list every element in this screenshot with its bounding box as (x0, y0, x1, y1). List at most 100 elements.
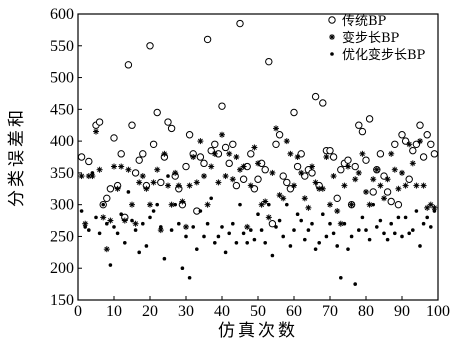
data-point (143, 185, 150, 192)
x-tick-label: 80 (358, 303, 374, 320)
data-point (290, 108, 298, 117)
data-point (342, 221, 347, 226)
data-point (123, 241, 127, 245)
data-point (283, 178, 291, 187)
data-point (85, 157, 93, 166)
data-point (226, 150, 233, 157)
data-point (285, 202, 289, 207)
data-point (154, 166, 161, 173)
data-point (355, 169, 362, 176)
data-point (105, 221, 109, 226)
data-point (233, 154, 240, 160)
data-point (319, 185, 326, 192)
data-point (96, 166, 103, 173)
legend-label: 传统BP (342, 14, 387, 29)
y-tick-label: 250 (50, 228, 74, 245)
data-point (281, 234, 286, 239)
data-point (287, 150, 294, 157)
data-point (319, 99, 327, 107)
data-point (244, 223, 251, 230)
data-point (344, 156, 352, 164)
data-point (220, 225, 224, 229)
data-point (77, 153, 86, 161)
y-tick-label: 150 (50, 292, 74, 309)
data-point (247, 182, 254, 189)
data-point (430, 150, 439, 158)
data-point (183, 223, 189, 230)
data-point (107, 217, 114, 224)
data-point (126, 190, 131, 194)
data-point (177, 221, 181, 226)
data-point (384, 176, 391, 183)
data-point (239, 175, 248, 183)
data-point (196, 153, 205, 161)
legend-marker (330, 52, 334, 56)
data-point (175, 182, 182, 189)
data-point (279, 172, 287, 180)
data-point (130, 218, 134, 223)
x-tick-label: 40 (214, 303, 230, 320)
data-point (355, 121, 363, 129)
data-point (202, 234, 206, 239)
data-point (139, 150, 147, 158)
data-point (359, 150, 366, 157)
data-point (209, 196, 213, 201)
data-point (337, 166, 345, 174)
data-point (427, 140, 435, 148)
data-point (378, 218, 383, 223)
data-point (259, 228, 264, 232)
y-tick-label: 450 (50, 101, 74, 118)
data-point (255, 160, 261, 167)
data-point (272, 140, 280, 148)
data-point (288, 244, 293, 248)
data-point (166, 174, 170, 178)
data-point (352, 176, 359, 183)
data-point (190, 154, 197, 160)
data-point (90, 171, 95, 175)
data-point (111, 163, 117, 170)
data-point (165, 182, 171, 189)
data-point (150, 179, 157, 186)
data-point (348, 201, 355, 208)
data-point (185, 131, 194, 139)
y-tick-label: 350 (50, 165, 74, 182)
data-point (409, 146, 417, 155)
data-point (251, 144, 258, 151)
data-point (184, 234, 188, 239)
data-point (399, 169, 405, 176)
data-point (341, 182, 348, 189)
data-point (124, 61, 133, 69)
legend-marker (328, 16, 336, 24)
data-point (391, 166, 398, 173)
data-point (369, 188, 377, 196)
data-point (326, 146, 334, 155)
data-point (110, 134, 118, 142)
data-point (167, 124, 176, 133)
data-point (420, 182, 427, 189)
data-point (364, 228, 368, 232)
data-point (238, 202, 242, 207)
data-point (229, 176, 236, 183)
data-point (231, 221, 235, 226)
data-point (218, 102, 226, 110)
data-point (128, 121, 136, 129)
data-point (136, 179, 143, 186)
data-point (389, 221, 394, 226)
data-point (293, 162, 302, 171)
data-point (186, 182, 193, 189)
data-point (139, 173, 146, 180)
y-tick-label: 550 (50, 38, 74, 55)
data-point (283, 138, 290, 145)
data-point (303, 237, 307, 242)
data-point (187, 275, 192, 280)
data-point (377, 182, 384, 189)
data-point (117, 150, 125, 158)
data-point (269, 169, 276, 176)
data-point (155, 202, 159, 207)
data-point (78, 173, 85, 180)
data-point (222, 173, 229, 180)
data-point (87, 228, 91, 232)
data-point (112, 225, 116, 229)
data-point (301, 195, 308, 202)
